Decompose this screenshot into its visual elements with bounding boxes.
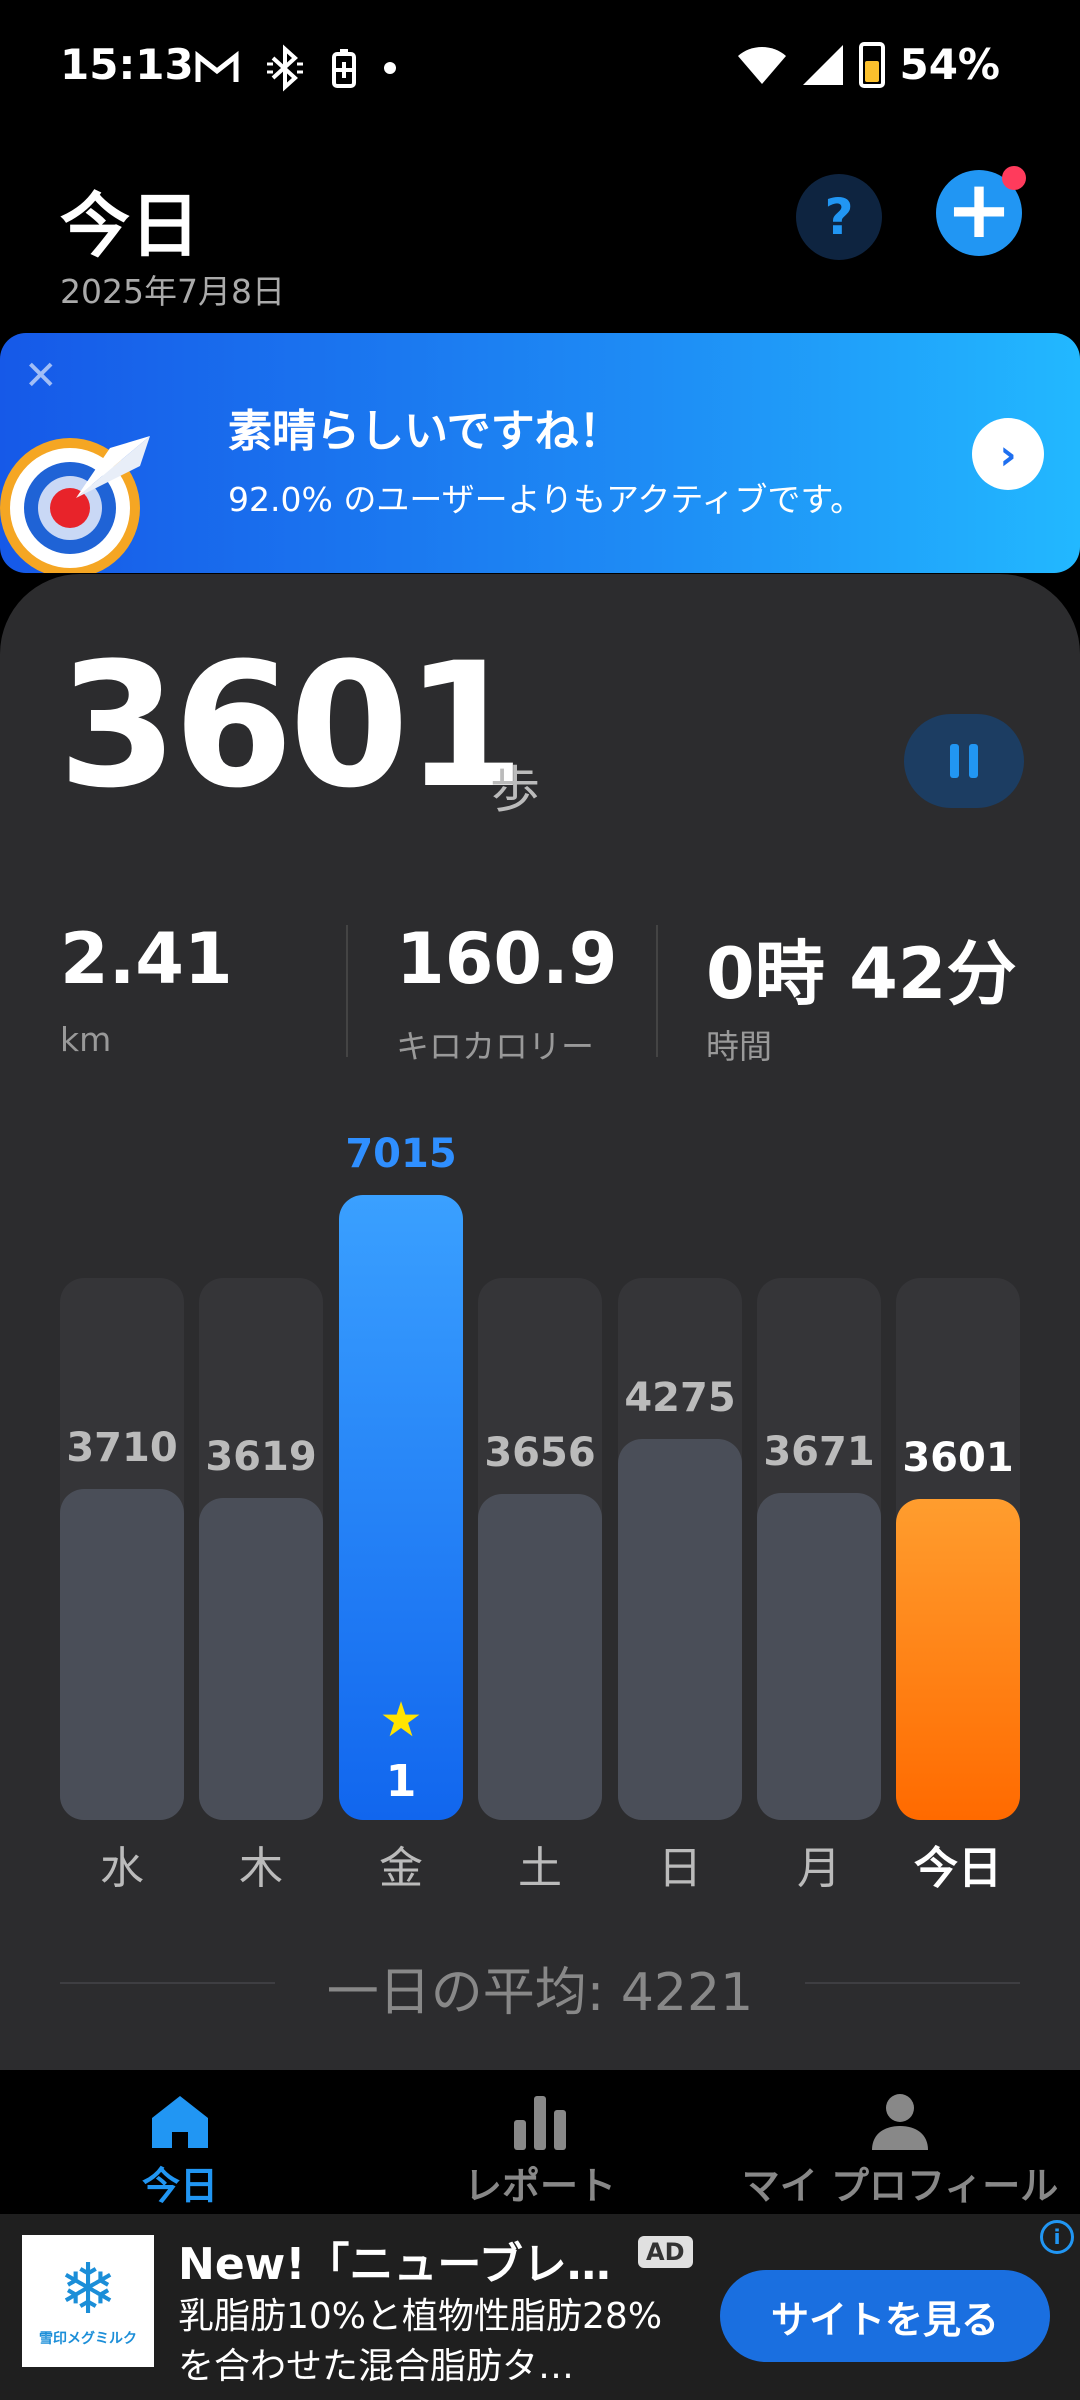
status-right: 54% <box>737 40 1000 89</box>
bar-value-label: 3671 <box>763 1429 875 1475</box>
step-count: 3601 <box>58 625 525 826</box>
average-line-right <box>805 1982 1020 1984</box>
bar-土[interactable] <box>478 1494 602 1820</box>
day-label: 金 <box>379 1843 423 1894</box>
status-bar: 15:13 54% <box>0 0 1080 140</box>
nav-label: マイ プロフィール <box>741 2164 1059 2208</box>
bluetooth-icon <box>267 44 303 92</box>
page-title: 今日 <box>60 185 200 267</box>
notification-dot <box>1002 166 1026 190</box>
time-value: 0時 42分 <box>706 933 1017 1015</box>
daily-average: 一日の平均: 4221 <box>326 1963 754 2023</box>
bar-今日[interactable] <box>896 1499 1020 1820</box>
ad-body: 乳脂肪10%と植物性脂肪28%を合わせた混合脂肪タ… <box>178 2296 663 2387</box>
day-label: 土 <box>518 1843 562 1894</box>
page-date: 2025年7月8日 <box>60 272 285 311</box>
nav-profile[interactable]: マイ プロフィール <box>720 2070 1080 2214</box>
help-button[interactable]: ? <box>796 174 882 260</box>
battery-saver-icon <box>332 49 356 88</box>
metric-divider <box>346 925 348 1057</box>
bar-value-label: 3656 <box>484 1430 596 1476</box>
gmail-icon <box>195 50 239 82</box>
home-icon <box>152 2096 208 2148</box>
average-line-left <box>60 1982 275 1984</box>
nav-label: レポート <box>463 2164 616 2208</box>
bar-value-label: 7015 <box>345 1131 457 1177</box>
calories-value: 160.9 <box>396 918 618 1000</box>
calories-label: キロカロリー <box>396 1027 594 1066</box>
day-label: 月 <box>797 1843 841 1894</box>
close-icon[interactable]: ✕ <box>24 353 58 399</box>
nav-today[interactable]: 今日 <box>0 2070 360 2214</box>
day-label: 木 <box>239 1843 283 1894</box>
distance-value: 2.41 <box>60 918 233 1000</box>
metric-divider <box>656 925 658 1057</box>
wifi-icon <box>738 46 787 84</box>
bar-value-label: 4275 <box>624 1375 736 1421</box>
ad-cta-button[interactable]: サイトを見る <box>720 2270 1050 2362</box>
pause-button[interactable] <box>904 714 1024 808</box>
bar-value-label: 3710 <box>66 1425 178 1471</box>
bar-日[interactable] <box>618 1439 742 1820</box>
add-button[interactable]: + <box>936 163 1026 256</box>
banner-arrow-button[interactable]: › <box>972 418 1044 490</box>
help-icon: ? <box>824 188 854 246</box>
banner-subtitle: 92.0% のユーザーよりもアクティブです。 <box>228 480 864 519</box>
bar-月[interactable] <box>757 1493 881 1820</box>
banner-title: 素晴らしいですね！ <box>228 406 623 457</box>
ad-logo: ❄ 雪印メグミルク <box>22 2235 154 2367</box>
nav-label: 今日 <box>141 2164 218 2208</box>
signal-icon <box>803 44 844 85</box>
day-label: 日 <box>658 1843 702 1894</box>
bar-木[interactable] <box>199 1498 323 1820</box>
bar-金[interactable] <box>339 1195 463 1820</box>
distance-label: km <box>60 1020 112 1059</box>
battery-icon <box>859 41 886 88</box>
ad-brand: 雪印メグミルク <box>39 2331 137 2347</box>
snowflake-icon: ❄ <box>58 2248 118 2330</box>
ad-title: New!「ニューブレ… <box>178 2239 611 2290</box>
bottom-nav: 今日 レポート マイ プロフィール <box>0 2070 1080 2214</box>
status-time: 15:13 <box>60 40 194 89</box>
plus-icon: + <box>945 163 1013 256</box>
ad-banner[interactable]: ❄ 雪印メグミルク New!「ニューブレ… AD 乳脂肪10%と植物性脂肪28%… <box>0 2214 1080 2400</box>
bar-chart-icon <box>514 2096 566 2150</box>
notification-icons <box>195 44 397 92</box>
day-label: 今日 <box>914 1843 1002 1894</box>
ad-badge: AD <box>638 2236 693 2268</box>
pause-icon-bar <box>969 744 978 778</box>
chevron-right-icon: › <box>999 429 1017 479</box>
pause-icon <box>950 744 959 778</box>
bar-水[interactable] <box>60 1489 184 1820</box>
best-rank: 1 <box>385 1756 417 1807</box>
nav-report[interactable]: レポート <box>360 2070 720 2214</box>
star-icon: ★ <box>379 1692 423 1748</box>
bar-value-label: 3601 <box>902 1435 1014 1481</box>
battery-percent: 54% <box>899 40 1000 89</box>
achievement-banner[interactable]: ✕ 素晴らしいですね！ 92.0% のユーザーよりもアクティブです。 › <box>0 333 1080 573</box>
info-icon[interactable]: i <box>1040 2220 1074 2254</box>
bar-value-label: 3619 <box>205 1434 317 1480</box>
person-icon <box>872 2094 928 2150</box>
target-icon <box>0 436 150 573</box>
step-unit: 歩 <box>490 761 540 819</box>
time-label: 時間 <box>706 1027 772 1066</box>
day-label: 水 <box>100 1843 144 1894</box>
dot-icon <box>384 62 396 74</box>
